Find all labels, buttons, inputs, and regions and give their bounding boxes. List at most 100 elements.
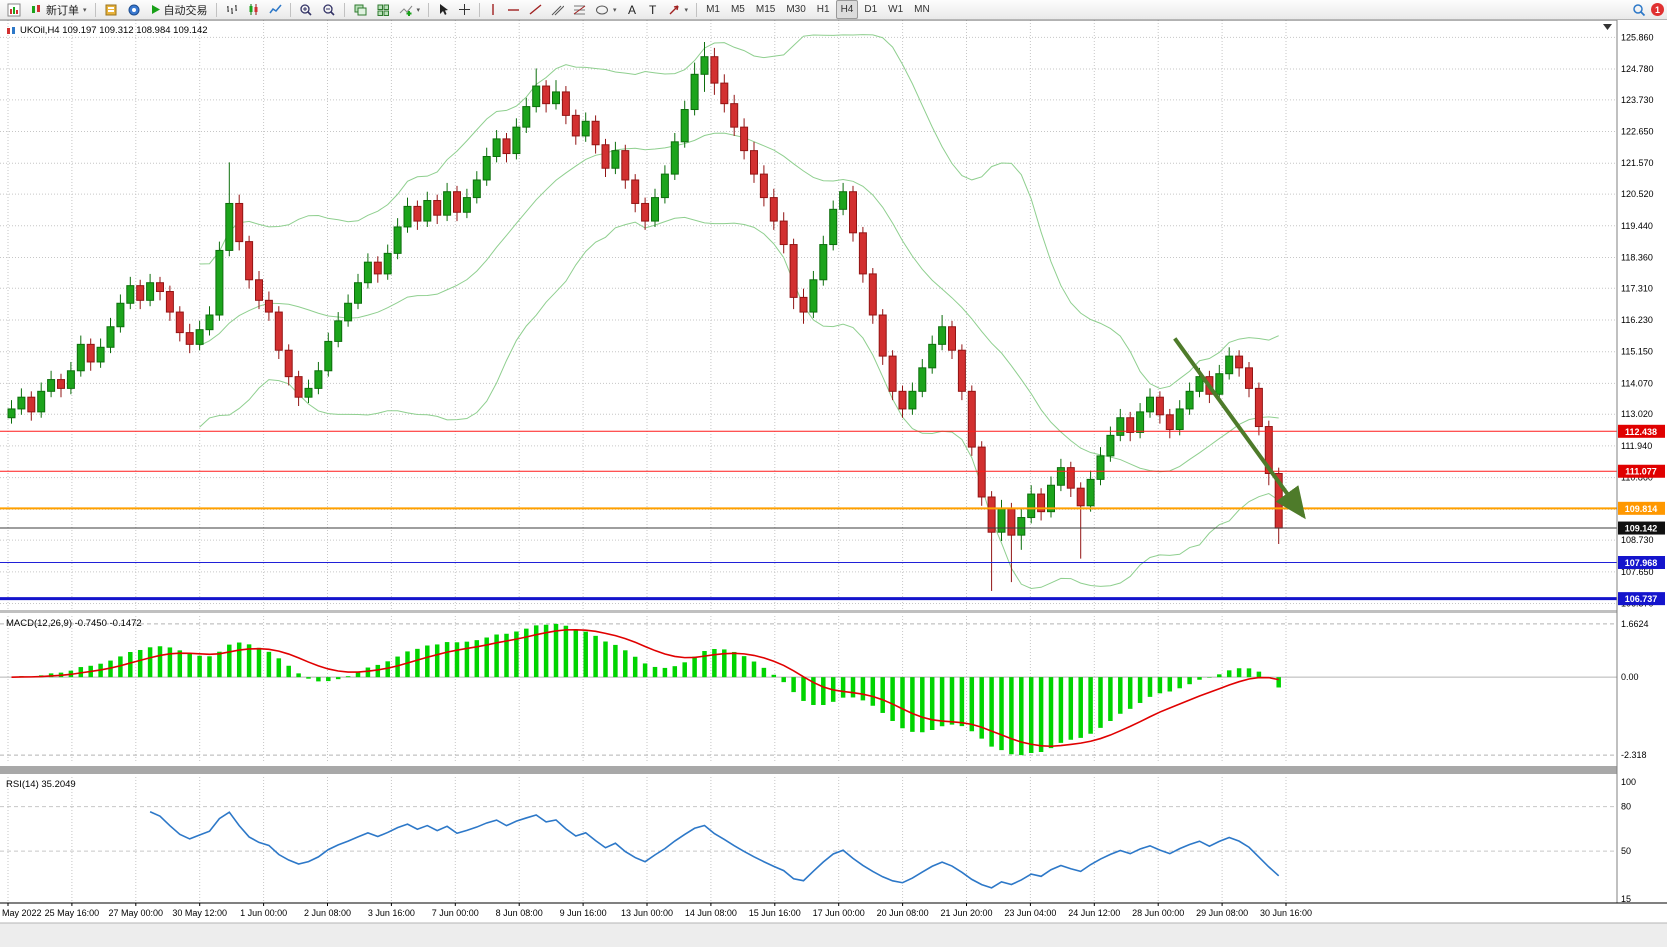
price-axis[interactable]: 125.860 124.780 123.730 122.650 121.570 120.5… — [1616, 20, 1667, 904]
svg-text:0.00: 0.00 — [1621, 672, 1639, 682]
channel-tool-button[interactable] — [547, 0, 568, 19]
cascade-windows-button[interactable] — [349, 0, 371, 19]
svg-text:114.070: 114.070 — [1621, 378, 1653, 388]
navigator-icon — [128, 4, 140, 15]
bollinger-upper — [199, 34, 1279, 390]
horizontal-line-tool-button[interactable] — [503, 0, 524, 19]
fibonacci-tool-button[interactable] — [569, 0, 590, 19]
line-chart-button[interactable] — [265, 0, 286, 19]
svg-text:106.737: 106.737 — [1625, 594, 1658, 604]
timeframe-h1-button[interactable]: H1 — [816, 4, 830, 15]
search-button[interactable] — [1628, 0, 1650, 19]
time-axis[interactable]: May 2022 25 May 16:00 27 May 00:00 30 May 1… — [0, 902, 1667, 918]
svg-text:109.142: 109.142 — [1625, 524, 1658, 534]
svg-text:113.020: 113.020 — [1621, 409, 1653, 419]
svg-text:-2.318: -2.318 — [1621, 750, 1647, 760]
toolbar-separator — [696, 2, 698, 17]
svg-text:8 Jun 08:00: 8 Jun 08:00 — [496, 908, 543, 918]
bar-chart-button[interactable] — [221, 0, 242, 19]
timeframe-m5-button[interactable]: M5 — [730, 4, 745, 15]
panel-divider[interactable] — [0, 766, 1667, 774]
svg-text:May 2022: May 2022 — [2, 908, 42, 918]
timeframe-m1-button[interactable]: M1 — [706, 4, 720, 15]
svg-text:13 Jun 00:00: 13 Jun 00:00 — [621, 908, 673, 918]
timeframe-m15-button[interactable]: M15 — [755, 4, 776, 15]
timeframe-mn-button[interactable]: MN — [914, 4, 930, 15]
shapes-caret-icon: ▾ — [613, 6, 617, 14]
indicators-button[interactable]: ▾ — [395, 0, 425, 19]
arrow-tools-icon — [669, 5, 679, 15]
main-plot — [0, 34, 1617, 601]
price-chip — [1618, 556, 1665, 570]
notification-badge[interactable]: 1 — [1651, 3, 1664, 16]
svg-text:1.6624: 1.6624 — [1621, 619, 1649, 629]
timeframe-m30-button[interactable]: M30 — [786, 4, 806, 15]
svg-text:2 Jun 08:00: 2 Jun 08:00 — [304, 908, 351, 918]
zoom-out-button[interactable] — [318, 0, 340, 19]
chart-ohlc-header: UKOil,H4 109.197 109.312 108.984 109.142 — [20, 25, 208, 36]
svg-text:121.570: 121.570 — [1621, 158, 1654, 168]
vertical-line-tool-button[interactable] — [484, 0, 502, 19]
new-order-caret-icon: ▾ — [83, 6, 87, 14]
price-chip — [1618, 464, 1665, 478]
timeframe-d1-button[interactable]: D1 — [864, 4, 878, 15]
fibonacci-icon — [573, 5, 586, 15]
line-chart-icon — [268, 4, 282, 14]
zoom-in-button[interactable] — [295, 0, 317, 19]
candlestick-chart-button[interactable] — [243, 0, 264, 19]
svg-text:15 Jun 16:00: 15 Jun 16:00 — [749, 908, 801, 918]
horizontal-line-icon — [508, 8, 520, 11]
price-chip — [1618, 424, 1665, 438]
label-tool-button[interactable]: T — [643, 0, 663, 19]
svg-text:109.814: 109.814 — [1625, 504, 1658, 514]
trendline-tool-button[interactable] — [525, 0, 546, 19]
toolbar-separator — [343, 2, 345, 17]
timeframe-h4-button[interactable]: H4 — [835, 0, 859, 19]
svg-text:124.780: 124.780 — [1621, 64, 1654, 74]
crosshair-button[interactable] — [454, 0, 475, 19]
arrow-tools-button[interactable]: ▾ — [664, 0, 693, 19]
price-shift-marker-icon[interactable] — [1603, 24, 1612, 30]
svg-text:108.730: 108.730 — [1621, 535, 1654, 545]
svg-text:20 Jun 08:00: 20 Jun 08:00 — [877, 908, 929, 918]
svg-text:3 Jun 16:00: 3 Jun 16:00 — [368, 908, 415, 918]
price-chip — [1618, 521, 1665, 535]
new-order-icon — [32, 5, 40, 13]
window-chart-button[interactable] — [3, 0, 25, 19]
svg-text:111.940: 111.940 — [1621, 441, 1652, 451]
svg-text:80: 80 — [1621, 802, 1631, 812]
text-tool-icon: A — [628, 3, 636, 16]
panel-divider[interactable] — [0, 610, 1667, 613]
svg-text:119.440: 119.440 — [1621, 221, 1653, 231]
trendline-icon — [529, 4, 542, 15]
svg-text:125.860: 125.860 — [1621, 32, 1654, 42]
auto-trading-button[interactable]: 自动交易 — [146, 0, 212, 19]
svg-text:107.650: 107.650 — [1621, 567, 1654, 577]
shapes-tool-button[interactable]: ▾ — [591, 0, 621, 19]
bollinger-middle — [199, 132, 1279, 473]
new-order-button[interactable]: 新订单 ▾ — [26, 0, 91, 19]
tile-windows-button[interactable] — [372, 0, 394, 19]
chart-ohlc-header-row: UKOil,H4 109.197 109.312 108.984 109.142 — [6, 25, 208, 36]
svg-text:115.150: 115.150 — [1621, 347, 1653, 357]
svg-text:107.968: 107.968 — [1625, 558, 1658, 568]
svg-text:123.730: 123.730 — [1621, 95, 1654, 105]
navigator-button[interactable] — [123, 0, 145, 19]
svg-text:116.230: 116.230 — [1621, 315, 1653, 325]
new-order-label: 新订单 — [46, 4, 79, 17]
svg-text:100: 100 — [1621, 777, 1636, 787]
grid — [0, 20, 1617, 903]
indicators-caret-icon: ▾ — [416, 6, 421, 14]
toolbar-separator — [94, 2, 96, 17]
svg-text:117.310: 117.310 — [1621, 283, 1653, 293]
text-tool-button[interactable]: A — [622, 0, 642, 19]
cursor-button[interactable] — [433, 0, 453, 19]
bollinger-lower — [199, 216, 1279, 589]
toolbar-separator — [215, 2, 217, 17]
timeframe-w1-button[interactable]: W1 — [888, 4, 904, 15]
channel-icon — [551, 5, 565, 16]
market-watch-button[interactable] — [100, 0, 122, 19]
svg-text:7 Jun 00:00: 7 Jun 00:00 — [432, 908, 479, 918]
trend-arrow[interactable] — [1173, 337, 1306, 520]
